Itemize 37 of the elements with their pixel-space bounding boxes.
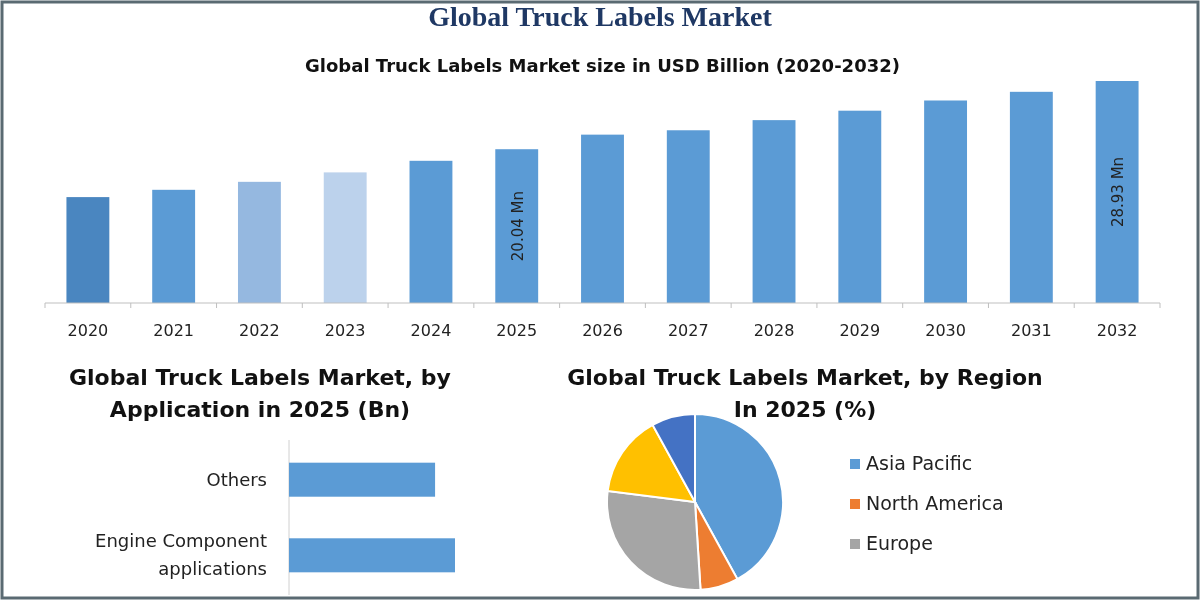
x-tick-label: 2027	[667, 321, 709, 340]
x-tick-label: 2031	[1010, 321, 1052, 340]
y-tick-label: Engine Component applications	[95, 530, 267, 580]
text: Global Truck Labels Market	[428, 1, 773, 32]
bar	[666, 130, 710, 303]
x-tick-label: 2025	[496, 321, 538, 340]
y-tick-label: Others	[206, 468, 267, 490]
x-tick-label: 2030	[925, 321, 966, 340]
bar	[409, 160, 453, 303]
x-tick-label: 2024	[410, 321, 452, 340]
bar	[1009, 91, 1053, 303]
data-label: 28.93 Mn	[1109, 156, 1128, 228]
bar	[237, 181, 281, 303]
legend-label: Asia Pacific	[866, 452, 973, 474]
x-tick-label: 2021	[153, 321, 195, 340]
bar	[838, 110, 882, 303]
bar	[752, 120, 796, 303]
bar	[66, 197, 110, 303]
x-tick-label: 2028	[753, 321, 795, 340]
bar	[581, 134, 624, 303]
bar	[323, 172, 367, 303]
x-tick-label: 2023	[324, 321, 366, 340]
bar	[1095, 81, 1139, 303]
legend-label: Europe	[866, 532, 933, 554]
x-tick-label: 2020	[67, 321, 109, 340]
chart-title: Global Truck Labels Market, by Region In 2025 (%)	[567, 365, 1043, 422]
x-tick-label: 2032	[1096, 321, 1138, 340]
x-tick-label: 2029	[839, 321, 881, 340]
chart-title: Global Truck Labels Market, by Application in 2025 (Bn)	[69, 365, 451, 422]
chart-title: Global Truck Labels Market size in USD Billion (2020-2032)	[305, 55, 900, 76]
bar	[495, 149, 539, 303]
legend-label: North America	[866, 492, 1004, 514]
data-label: 20.04 Mn	[508, 191, 527, 262]
bar	[152, 189, 196, 303]
bar	[924, 100, 968, 303]
x-tick-label: 2026	[582, 321, 623, 340]
x-tick-label: 2022	[239, 321, 280, 340]
